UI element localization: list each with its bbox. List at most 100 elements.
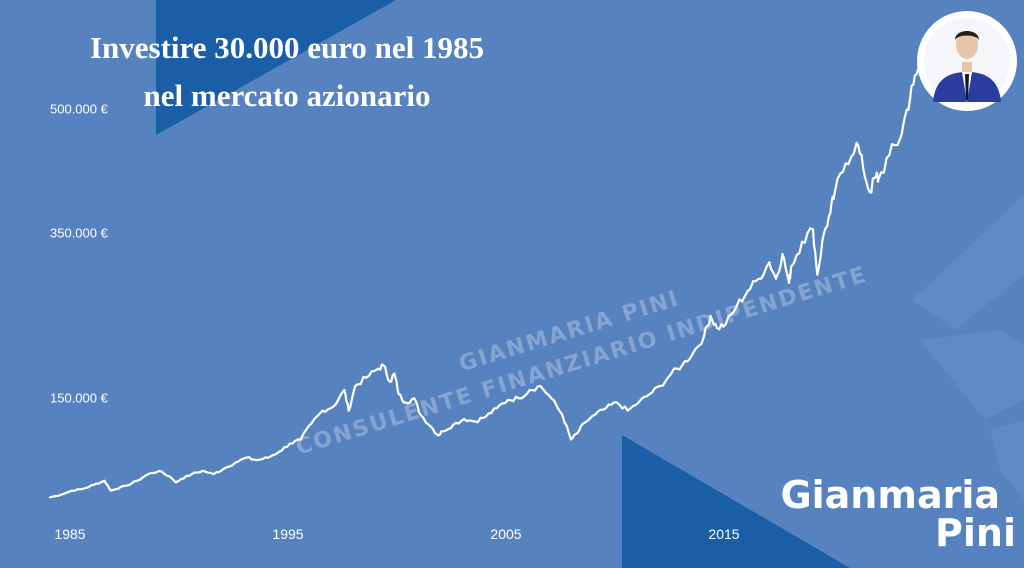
data-point xyxy=(829,211,832,214)
data-point xyxy=(648,393,651,395)
data-point xyxy=(790,265,792,268)
y-tick-label: 150.000 € xyxy=(50,390,109,405)
data-point xyxy=(463,418,466,420)
data-point xyxy=(343,389,346,391)
x-tick-label: 2005 xyxy=(490,526,521,542)
data-point xyxy=(775,277,777,280)
data-point xyxy=(289,442,291,445)
data-point xyxy=(321,409,324,412)
data-point xyxy=(389,381,391,383)
data-point xyxy=(583,422,585,424)
decor-triangle-bottom xyxy=(622,435,850,568)
data-point xyxy=(888,154,891,156)
data-point xyxy=(550,397,553,400)
x-tick-label: 1995 xyxy=(272,526,303,542)
data-point xyxy=(905,108,908,111)
data-point xyxy=(175,481,178,484)
y-axis: 500.000 € 350.000 € 150.000 € xyxy=(50,102,109,406)
data-point xyxy=(576,432,579,434)
data-point xyxy=(245,456,247,459)
data-point xyxy=(393,372,396,375)
data-point xyxy=(605,407,607,410)
data-point xyxy=(413,397,415,400)
chart-title-line-2: nel mercato azionario xyxy=(144,78,431,113)
data-point xyxy=(71,489,73,492)
data-point xyxy=(716,327,718,330)
data-point xyxy=(267,456,269,459)
data-point xyxy=(517,397,520,400)
data-point xyxy=(114,488,117,490)
data-point xyxy=(844,162,847,165)
data-point xyxy=(539,385,542,387)
data-point xyxy=(278,451,280,453)
data-point xyxy=(49,496,51,499)
data-point xyxy=(60,493,62,496)
data-point xyxy=(201,470,204,472)
data-point xyxy=(180,478,182,480)
data-point xyxy=(616,401,618,404)
data-point xyxy=(875,174,878,177)
data-point xyxy=(626,409,629,412)
data-point xyxy=(419,414,422,416)
data-point xyxy=(823,232,825,235)
y-tick-label: 350.000 € xyxy=(50,225,109,240)
data-point xyxy=(441,430,444,433)
watermark: GIANMARIA PINI CONSULENTE FINANZIARIO IN… xyxy=(293,262,870,460)
data-point xyxy=(485,415,487,418)
data-point xyxy=(223,467,226,470)
data-point xyxy=(801,240,803,243)
data-point xyxy=(899,137,901,140)
data-point xyxy=(862,166,864,169)
data-point xyxy=(299,438,302,441)
data-point xyxy=(681,364,683,367)
decor-arrow-right xyxy=(912,195,1024,500)
data-point xyxy=(757,277,760,280)
data-point xyxy=(103,479,106,482)
data-point xyxy=(659,385,662,387)
data-point xyxy=(398,393,400,395)
data-point xyxy=(912,84,915,86)
data-point xyxy=(256,459,258,461)
watermark-line-2: CONSULENTE FINANZIARIO INDIPENDENTE xyxy=(293,262,870,460)
data-point xyxy=(746,290,749,292)
data-point xyxy=(788,282,790,284)
data-point xyxy=(136,479,138,482)
data-point xyxy=(834,191,836,193)
chart-title-line-1: Investire 30.000 euro nel 1985 xyxy=(90,30,484,65)
data-point xyxy=(768,261,771,264)
data-point xyxy=(310,422,313,424)
data-point xyxy=(404,401,407,404)
data-point xyxy=(709,315,712,317)
data-point xyxy=(332,405,335,408)
data-point xyxy=(703,335,705,338)
data-point xyxy=(692,352,694,354)
data-point xyxy=(855,141,858,144)
data-point xyxy=(365,376,367,379)
data-point xyxy=(812,228,814,231)
data-point xyxy=(234,461,237,464)
data-point xyxy=(110,489,112,492)
data-point xyxy=(561,414,564,416)
data-point xyxy=(169,475,171,478)
x-axis: 1985 1995 2005 2015 xyxy=(54,526,739,542)
data-point xyxy=(376,368,378,371)
data-point xyxy=(496,407,498,410)
data-point xyxy=(92,484,95,486)
data-point xyxy=(781,253,784,255)
data-point xyxy=(507,399,509,401)
data-point xyxy=(670,372,673,375)
data-point xyxy=(430,426,433,428)
data-point xyxy=(570,438,572,441)
data-point xyxy=(868,191,871,193)
brand-name-line-2: Pini xyxy=(935,511,1016,555)
data-point xyxy=(354,385,357,387)
data-point xyxy=(637,401,640,404)
data-point xyxy=(437,434,439,437)
data-point xyxy=(877,179,880,181)
data-point xyxy=(735,305,738,307)
x-tick-label: 1985 xyxy=(54,526,85,542)
avatar xyxy=(917,11,1017,111)
data-point xyxy=(382,364,385,367)
data-point xyxy=(125,484,128,487)
